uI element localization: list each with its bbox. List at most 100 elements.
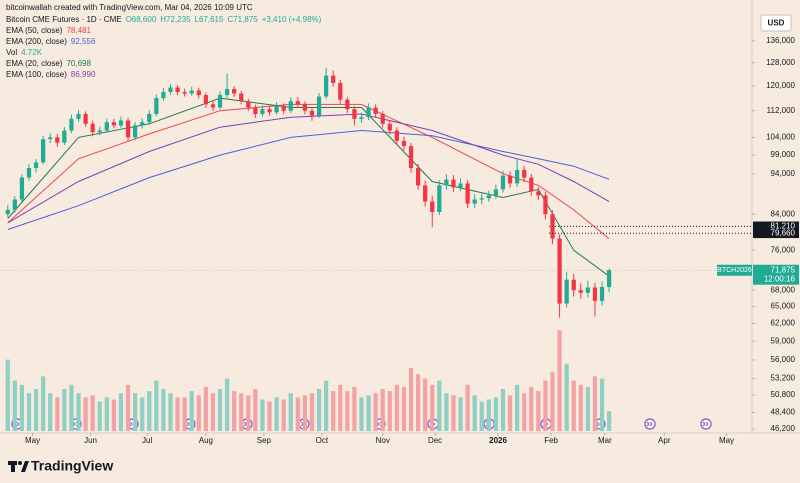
- candle-body: [62, 130, 67, 143]
- candle-body: [76, 113, 81, 119]
- brand: TradingView: [31, 458, 113, 474]
- candle-body: [97, 130, 102, 133]
- volume-bar: [302, 395, 308, 431]
- volume-bar: [522, 393, 527, 431]
- volume-bar: [33, 389, 39, 431]
- volume-bar: [182, 397, 187, 431]
- candle-body: [451, 179, 456, 188]
- volume-bar: [599, 378, 605, 431]
- y-tick-label: 84,000: [771, 209, 796, 218]
- legend-value: 86,990: [71, 70, 96, 79]
- candle-body: [507, 175, 513, 184]
- ohlc-value: C71,875: [227, 15, 258, 24]
- candle-body: [345, 99, 350, 110]
- y-tick-label: 112,000: [767, 106, 796, 115]
- volume-bar: [564, 363, 569, 431]
- candle-body: [154, 98, 159, 114]
- y-tick-label: 50,800: [771, 390, 796, 399]
- candle-body: [48, 137, 53, 140]
- candle-body: [168, 87, 173, 92]
- volume-bar: [423, 378, 428, 431]
- volume-bar: [585, 386, 590, 431]
- candle-body: [529, 177, 534, 192]
- volume-bar: [62, 389, 67, 431]
- candle-body: [430, 201, 435, 213]
- candle-body: [83, 113, 88, 124]
- volume-bar: [189, 391, 194, 431]
- legend-name: EMA (50, close): [6, 26, 63, 35]
- currency-box[interactable]: [760, 14, 792, 32]
- candle-body: [366, 107, 371, 118]
- candle-body: [125, 120, 131, 138]
- candle-body: [458, 183, 463, 188]
- symbol-title: Bitcoin CME Futures · 1D · CME: [6, 15, 122, 24]
- ohlc-value: O68,600: [126, 15, 157, 24]
- volume-bar: [196, 395, 201, 431]
- volume-bar: [557, 330, 562, 431]
- volume-bar: [430, 384, 435, 431]
- x-tick-label: Mar: [598, 436, 612, 445]
- event-icon: [646, 421, 653, 427]
- volume-bar: [352, 386, 357, 431]
- y-tick-label: 128,000: [766, 58, 795, 67]
- candle-body: [515, 169, 520, 184]
- volume-bar: [359, 397, 364, 431]
- legend-row: EMA (20, close) 70,698: [6, 59, 91, 68]
- candle-body: [522, 169, 527, 178]
- event-marker: [700, 418, 712, 430]
- legend-value: 4.72K: [21, 48, 43, 57]
- volume-bar: [465, 384, 470, 431]
- volume-bar: [536, 391, 541, 431]
- candle-body: [182, 91, 187, 94]
- volume-bar: [267, 401, 272, 431]
- y-tick-label: 104,000: [766, 132, 795, 141]
- candle-body: [55, 137, 60, 143]
- volume-bar: [380, 389, 385, 431]
- candle-body: [324, 75, 329, 97]
- legend-value: 78,481: [66, 26, 91, 35]
- legend-name: EMA (100, close): [6, 70, 67, 79]
- y-tick-label: 56,000: [771, 355, 796, 364]
- x-tick-label: Sep: [257, 436, 272, 445]
- volume-bar: [161, 389, 166, 431]
- volume-bar: [387, 391, 392, 431]
- candle-body: [486, 195, 491, 199]
- candle-body: [309, 110, 315, 116]
- event-marker: [644, 418, 656, 430]
- candle-body: [423, 185, 428, 202]
- volume-bar: [147, 391, 152, 431]
- legend-value: 70,698: [66, 59, 91, 68]
- volume-bar: [543, 380, 548, 431]
- candle-body: [69, 118, 74, 131]
- candle-body: [203, 95, 208, 105]
- event-icon: [702, 421, 709, 427]
- logo-shape: [18, 461, 22, 465]
- volume-bar: [55, 397, 60, 431]
- volume-bar: [69, 384, 74, 431]
- volume-bar: [309, 393, 315, 431]
- countdown: 12:00:16: [764, 274, 796, 283]
- y-tick-label: 136,000: [766, 36, 795, 45]
- legend-row: EMA (100, close) 86,990: [6, 70, 96, 79]
- volume-bar: [451, 395, 456, 431]
- candle-body: [104, 122, 109, 131]
- candle-body: [373, 107, 378, 114]
- y-tick-label: 46,200: [771, 424, 796, 433]
- candle-body: [338, 82, 343, 100]
- x-tick-label: Jul: [142, 436, 152, 445]
- volume-bar: [500, 389, 506, 431]
- candle-body: [472, 199, 477, 204]
- volume-bar: [154, 380, 159, 431]
- volume-bar: [493, 397, 499, 431]
- candle-body: [111, 122, 117, 126]
- volume-bar: [295, 397, 300, 431]
- candle-body: [175, 87, 180, 92]
- y-tick-label: 99,000: [771, 150, 796, 159]
- brand-logo: [8, 461, 29, 472]
- volume-bar: [111, 399, 117, 431]
- x-tick-label: Apr: [658, 436, 671, 445]
- candle-body: [500, 175, 506, 190]
- volume-bar: [168, 393, 173, 431]
- price-tag: [753, 228, 799, 239]
